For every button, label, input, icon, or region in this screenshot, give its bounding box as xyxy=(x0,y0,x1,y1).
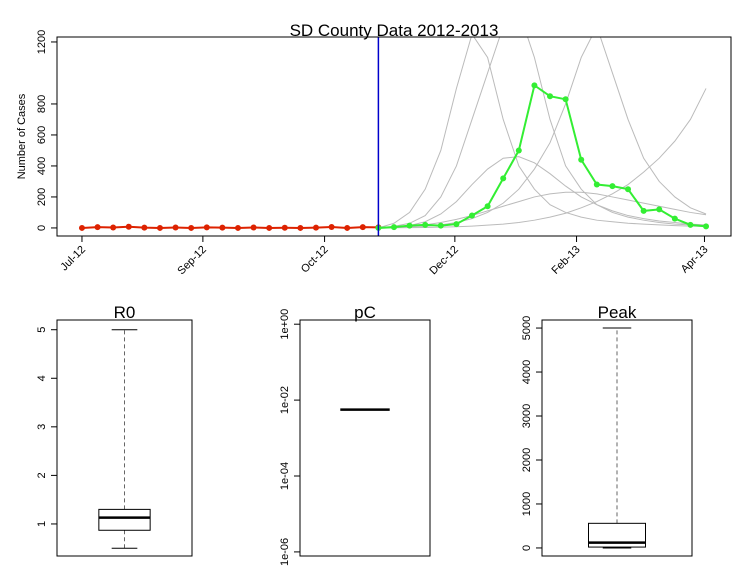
point xyxy=(609,183,616,190)
chart-title: R0 xyxy=(114,303,136,322)
point xyxy=(110,224,117,231)
x-tick-label: Apr-13 xyxy=(679,244,711,276)
y-tick-label: 600 xyxy=(36,126,48,144)
y-axis-label: Number of Cases xyxy=(16,93,28,179)
chart-title: Peak xyxy=(598,303,637,322)
point xyxy=(172,224,179,231)
point xyxy=(125,223,132,230)
series-line xyxy=(378,156,707,229)
y-tick-label: 4000 xyxy=(521,360,533,384)
point xyxy=(234,224,241,231)
x-tick-label: Dec-12 xyxy=(427,244,461,278)
y-tick-label: 3 xyxy=(36,424,48,430)
point xyxy=(671,215,678,222)
point xyxy=(562,96,569,103)
point xyxy=(391,224,397,231)
plot-frame xyxy=(56,319,193,557)
y-tick-label: 1e-02 xyxy=(279,386,291,414)
series-line xyxy=(378,83,707,229)
point xyxy=(687,221,694,228)
plot-frame xyxy=(56,36,732,237)
y-tick-label: 4 xyxy=(36,375,48,381)
point xyxy=(156,224,163,231)
point xyxy=(453,221,460,228)
point xyxy=(593,181,600,188)
series-line xyxy=(378,88,707,229)
point xyxy=(547,93,554,100)
point xyxy=(188,224,195,231)
y-tick-label: 5 xyxy=(36,327,48,333)
plot-frame xyxy=(299,319,431,557)
point xyxy=(359,224,366,231)
y-tick-label: 5000 xyxy=(521,316,533,340)
box xyxy=(588,522,646,548)
y-tick-label: 400 xyxy=(36,157,48,175)
series-line xyxy=(378,37,707,229)
y-tick-label: 1e+00 xyxy=(279,309,291,340)
point xyxy=(484,203,491,210)
x-tick-label: Feb-13 xyxy=(550,244,583,277)
point xyxy=(297,224,304,231)
y-tick-label: 1e-04 xyxy=(279,462,291,490)
point xyxy=(500,175,507,182)
y-tick-label: 1200 xyxy=(36,30,48,54)
point xyxy=(406,222,413,229)
point xyxy=(515,147,522,154)
y-tick-label: 3000 xyxy=(521,404,533,428)
point xyxy=(531,82,538,89)
box xyxy=(98,508,151,531)
point xyxy=(281,224,288,231)
point xyxy=(578,156,585,163)
point xyxy=(250,224,257,231)
chart-title: pC xyxy=(354,303,376,322)
point xyxy=(203,224,210,231)
point xyxy=(437,222,444,229)
x-tick-label: Jul-12 xyxy=(58,244,88,274)
x-tick-label: Sep-12 xyxy=(175,244,209,278)
point xyxy=(640,207,647,214)
point xyxy=(141,224,148,231)
point xyxy=(312,224,319,231)
y-tick-label: 2 xyxy=(36,472,48,478)
point xyxy=(625,186,632,193)
chart-title: SD County Data 2012-2013 xyxy=(290,21,499,40)
y-tick-label: 200 xyxy=(36,188,48,206)
point xyxy=(422,221,429,228)
x-tick-label: Oct-12 xyxy=(299,244,331,276)
point xyxy=(328,224,335,231)
y-tick-label: 1e-06 xyxy=(279,538,291,566)
y-tick-label: 0 xyxy=(521,545,533,551)
series-line xyxy=(378,191,707,229)
y-tick-label: 1 xyxy=(36,521,48,527)
y-tick-label: 800 xyxy=(36,95,48,113)
point xyxy=(94,224,101,231)
y-tick-label: 1000 xyxy=(521,492,533,516)
point xyxy=(469,212,476,219)
point xyxy=(266,224,273,231)
y-tick-label: 2000 xyxy=(521,448,533,472)
series-line xyxy=(378,37,707,229)
y-tick-label: 0 xyxy=(36,225,48,231)
plot-frame xyxy=(541,319,693,557)
point xyxy=(78,224,85,231)
series-line xyxy=(378,37,707,229)
point xyxy=(703,223,710,230)
point xyxy=(656,206,663,213)
point xyxy=(344,224,351,231)
point xyxy=(219,224,226,231)
plot-area xyxy=(78,37,710,231)
